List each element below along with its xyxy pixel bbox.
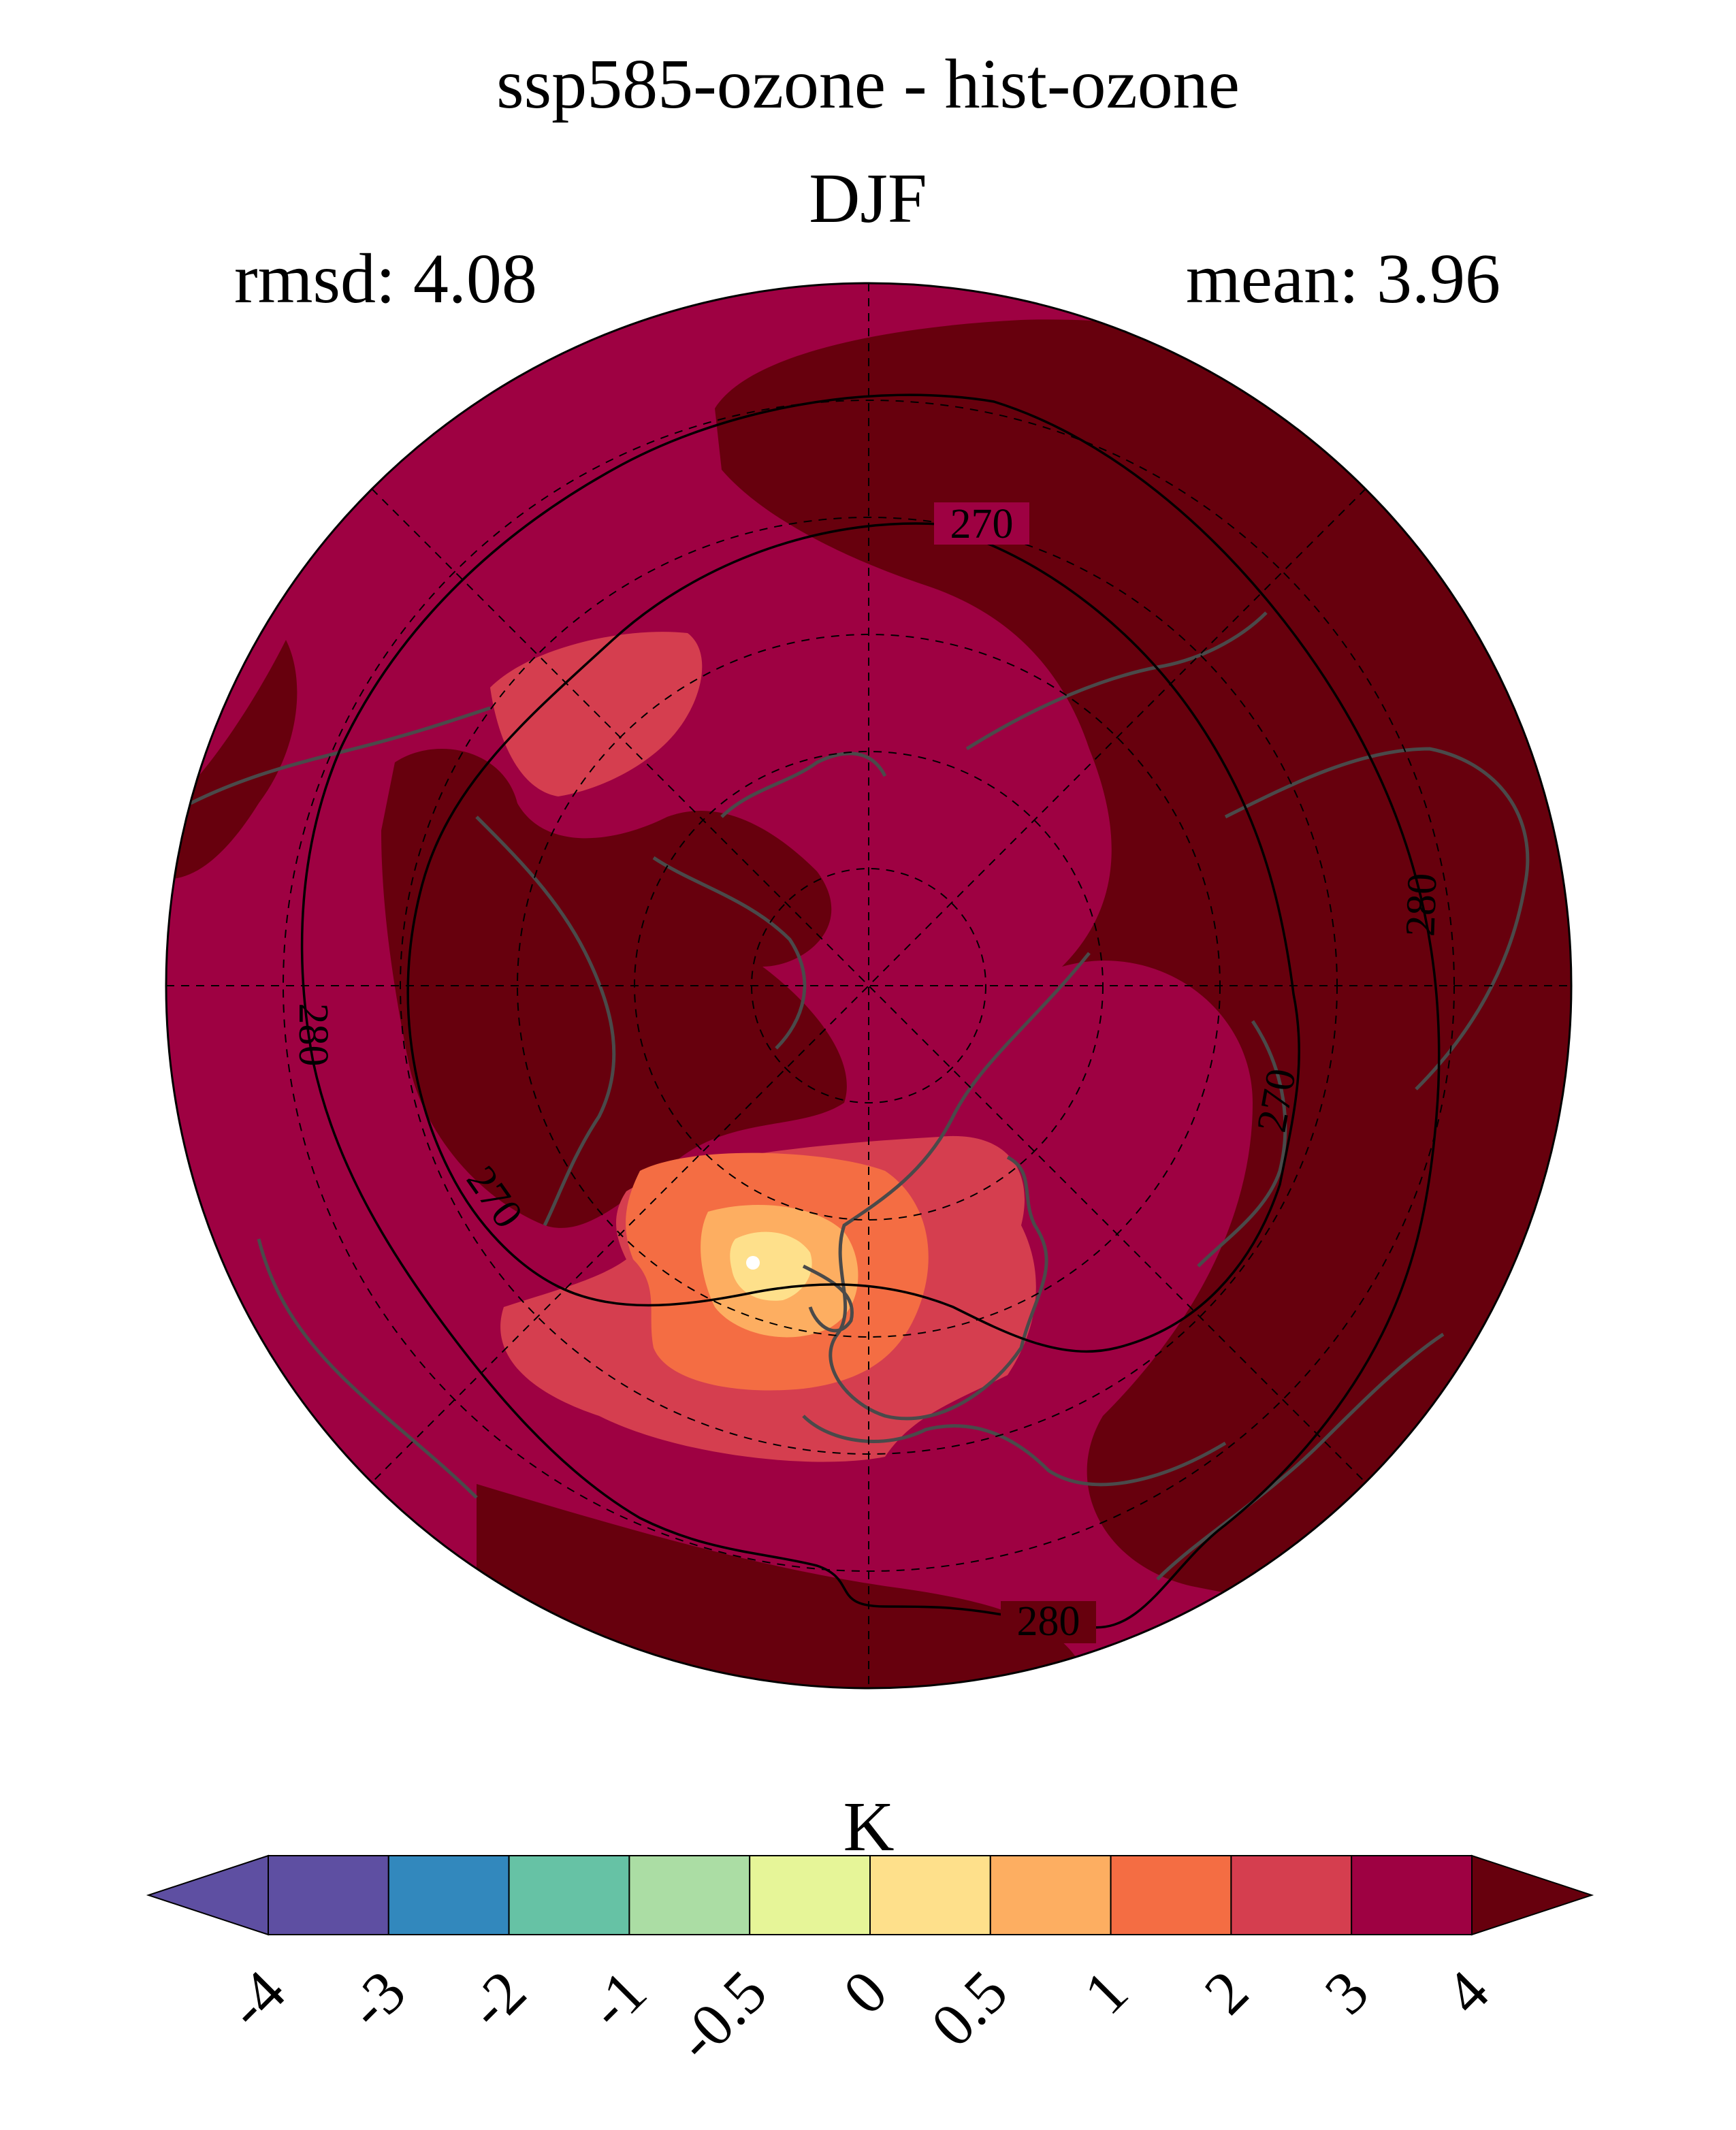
colorbar-tick-label: -3: [335, 1958, 419, 2042]
contour-label-5: 270: [1249, 1065, 1305, 1135]
colorbar-segment: [989, 1855, 1112, 1935]
chart-title: ssp585-ozone - hist-ozone: [496, 45, 1240, 123]
band-over-4-west-edge: [166, 640, 298, 880]
colorbar: -4 -3 -2 -1 -0.5 0 0.5 1 2 3 4: [146, 1854, 1594, 2074]
colorbar-tick-label: 0.5: [918, 1958, 1020, 2060]
colorbar-tick-label: -0.5: [664, 1958, 780, 2074]
colorbar-tick-label: 3: [1313, 1958, 1382, 2027]
map-field: [166, 283, 1571, 1688]
colorbar-segment: [1351, 1855, 1473, 1935]
band-0-to-05: [730, 1231, 812, 1301]
band-over-4-south: [477, 1484, 1089, 1688]
colorbar-segment: [387, 1855, 510, 1935]
band-over-4-northwest: [381, 749, 847, 1228]
colorbar-extend-over: [1471, 1854, 1594, 1936]
rmsd-label: rmsd: 4.08: [234, 240, 537, 318]
colorbar-segment: [268, 1855, 389, 1935]
colorbar-tick-label: -2: [455, 1958, 539, 2042]
graticule: [166, 283, 1571, 1688]
mean-label: mean: 3.96: [1185, 240, 1500, 318]
coastlines: [189, 611, 1530, 1581]
map-boundary: [165, 282, 1573, 1690]
colorbar-segment: [1110, 1855, 1232, 1935]
band-over-4-northeast: [715, 319, 1571, 1619]
colorbar-segment: [508, 1855, 630, 1935]
colorbar-tick-label: 2: [1192, 1958, 1261, 2027]
colorbar-segment: [1230, 1855, 1353, 1935]
colorbar-tick-label: 1: [1072, 1958, 1141, 2027]
polar-map: 270 280 280 270 270 280: [165, 282, 1573, 1690]
contour-lines: [300, 393, 1441, 1629]
contour-270-inner: [406, 522, 1301, 1353]
colorbar-tick-label: -4: [214, 1958, 298, 2042]
colorbar-extend-under: [146, 1854, 269, 1936]
colorbar-segment: [869, 1855, 991, 1935]
contour-label-3: 280: [290, 1003, 336, 1067]
colorbar-tick-label: 4: [1432, 1958, 1502, 2027]
colorbar-unit: K: [843, 1788, 894, 1866]
colorbar-tick-label: 0: [831, 1958, 900, 2027]
contour-label-6: 280: [1397, 873, 1445, 937]
local-minimum-point: [746, 1256, 760, 1270]
contour-280-outer: [300, 393, 1441, 1629]
colorbar-segment: [628, 1855, 751, 1935]
contour-label-2: 280: [1017, 1598, 1080, 1645]
colorbar-tick-label: -1: [576, 1958, 660, 2042]
contour-label-1: 270: [950, 501, 1014, 547]
season-label: DJF: [809, 159, 927, 238]
colorbar-segment: [749, 1855, 871, 1935]
